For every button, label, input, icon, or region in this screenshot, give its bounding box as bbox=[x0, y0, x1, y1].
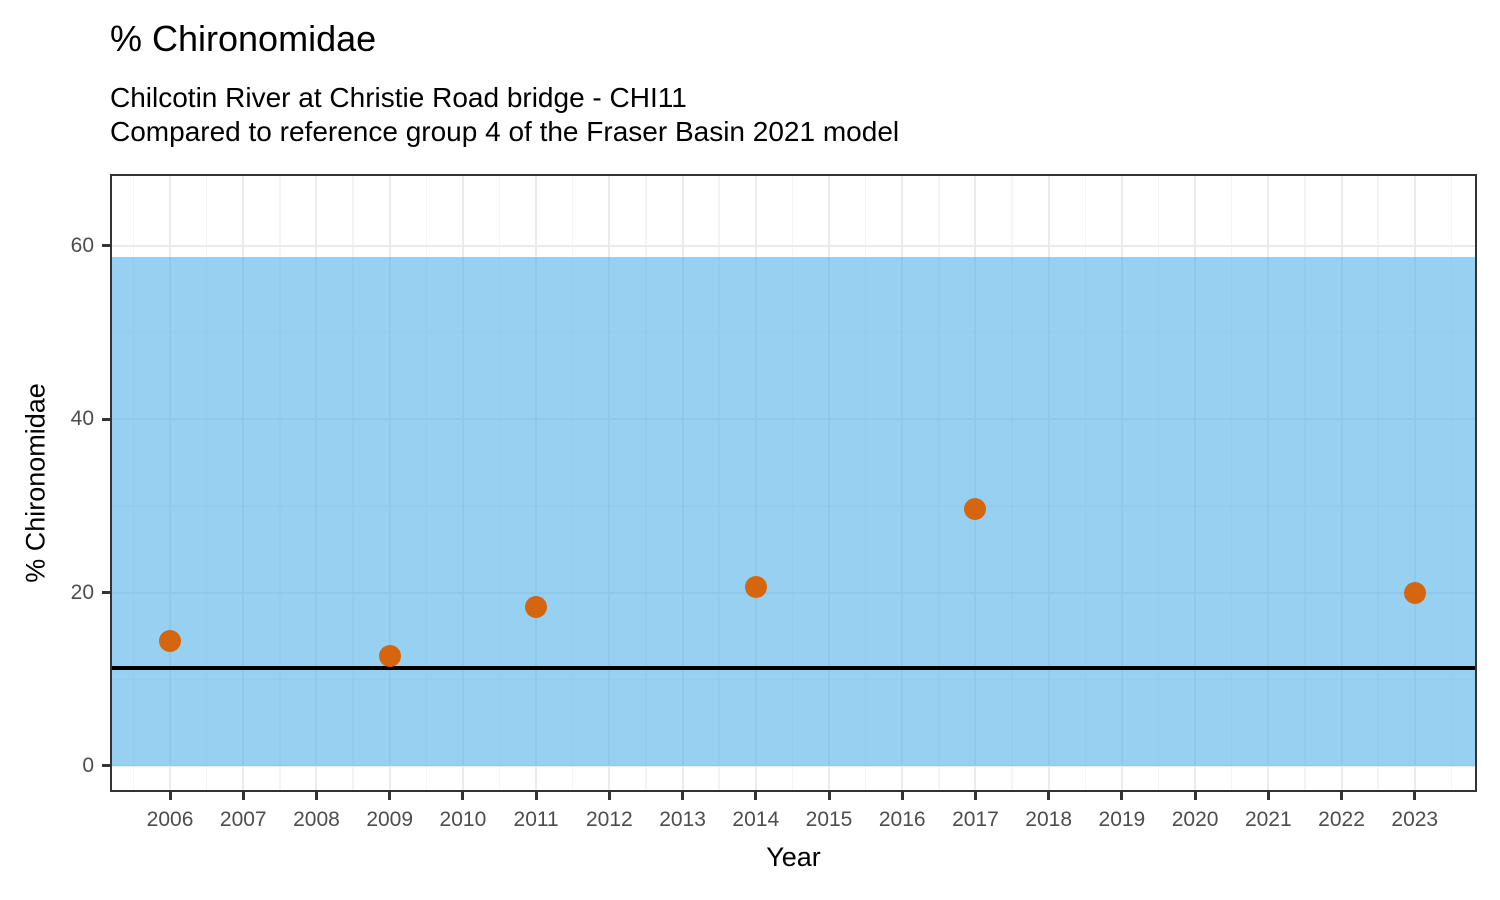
x-tick-mark bbox=[900, 792, 904, 800]
x-tick-mark bbox=[388, 792, 392, 800]
y-tick-label: 40 bbox=[70, 407, 94, 431]
x-tick-label: 2016 bbox=[878, 808, 926, 831]
y-tick-label: 60 bbox=[70, 233, 94, 257]
chart-title: % Chironomidae bbox=[110, 18, 377, 59]
x-tick-label: 2013 bbox=[659, 808, 706, 831]
x-tick-mark bbox=[1340, 792, 1344, 800]
x-tick-label: 2020 bbox=[1171, 808, 1219, 831]
x-tick-label: 2018 bbox=[1025, 808, 1073, 831]
data-point bbox=[964, 498, 987, 521]
x-axis-title: Year bbox=[766, 842, 821, 872]
x-tick-mark bbox=[314, 792, 318, 800]
x-tick-mark bbox=[607, 792, 611, 800]
data-point bbox=[744, 576, 767, 599]
x-tick-mark bbox=[1266, 792, 1270, 800]
x-tick-label: 2010 bbox=[439, 808, 487, 831]
x-tick-mark bbox=[1047, 792, 1051, 800]
y-tick-label: 0 bbox=[82, 753, 94, 777]
x-tick-label: 2022 bbox=[1318, 808, 1365, 831]
x-tick-mark bbox=[1120, 792, 1124, 800]
x-tick-label: 2021 bbox=[1244, 808, 1292, 831]
grid-major-y bbox=[110, 764, 1477, 767]
x-tick-label: 2008 bbox=[293, 808, 340, 831]
x-tick-mark bbox=[827, 792, 831, 800]
data-point bbox=[378, 644, 401, 667]
data-point bbox=[1403, 581, 1426, 604]
x-tick-mark bbox=[534, 792, 538, 800]
data-point bbox=[525, 595, 548, 618]
x-tick-label: 2017 bbox=[952, 808, 999, 831]
x-tick-label: 2009 bbox=[366, 808, 414, 831]
x-tick-mark bbox=[461, 792, 465, 800]
x-tick-mark bbox=[168, 792, 172, 800]
x-tick-mark bbox=[973, 792, 977, 800]
x-tick-label: 2011 bbox=[513, 808, 559, 831]
x-tick-mark bbox=[1413, 792, 1417, 800]
x-tick-label: 2015 bbox=[805, 808, 853, 831]
x-tick-label: 2014 bbox=[732, 808, 780, 831]
x-tick-label: 2007 bbox=[219, 808, 267, 831]
x-tick-mark bbox=[754, 792, 758, 800]
x-tick-mark bbox=[1193, 792, 1197, 800]
x-tick-mark bbox=[681, 792, 685, 800]
reference-line bbox=[110, 666, 1477, 671]
data-point bbox=[159, 630, 182, 653]
x-tick-mark bbox=[241, 792, 245, 800]
y-tick-mark bbox=[102, 417, 110, 421]
chart-subtitle-line-1: Chilcotin River at Christie Road bridge … bbox=[110, 82, 687, 113]
y-tick-mark bbox=[102, 591, 110, 595]
plot-panel bbox=[110, 174, 1477, 792]
x-tick-label: 2019 bbox=[1098, 808, 1146, 831]
chart-subtitle-line-2: Compared to reference group 4 of the Fra… bbox=[110, 116, 900, 147]
x-tick-label: 2023 bbox=[1391, 808, 1439, 831]
reference-band bbox=[110, 257, 1477, 766]
grid-major-y bbox=[110, 244, 1477, 247]
y-tick-mark bbox=[102, 764, 110, 768]
y-tick-label: 20 bbox=[70, 580, 94, 604]
x-tick-label: 2012 bbox=[585, 808, 633, 831]
x-tick-label: 2006 bbox=[146, 808, 194, 831]
y-tick-mark bbox=[102, 244, 110, 248]
